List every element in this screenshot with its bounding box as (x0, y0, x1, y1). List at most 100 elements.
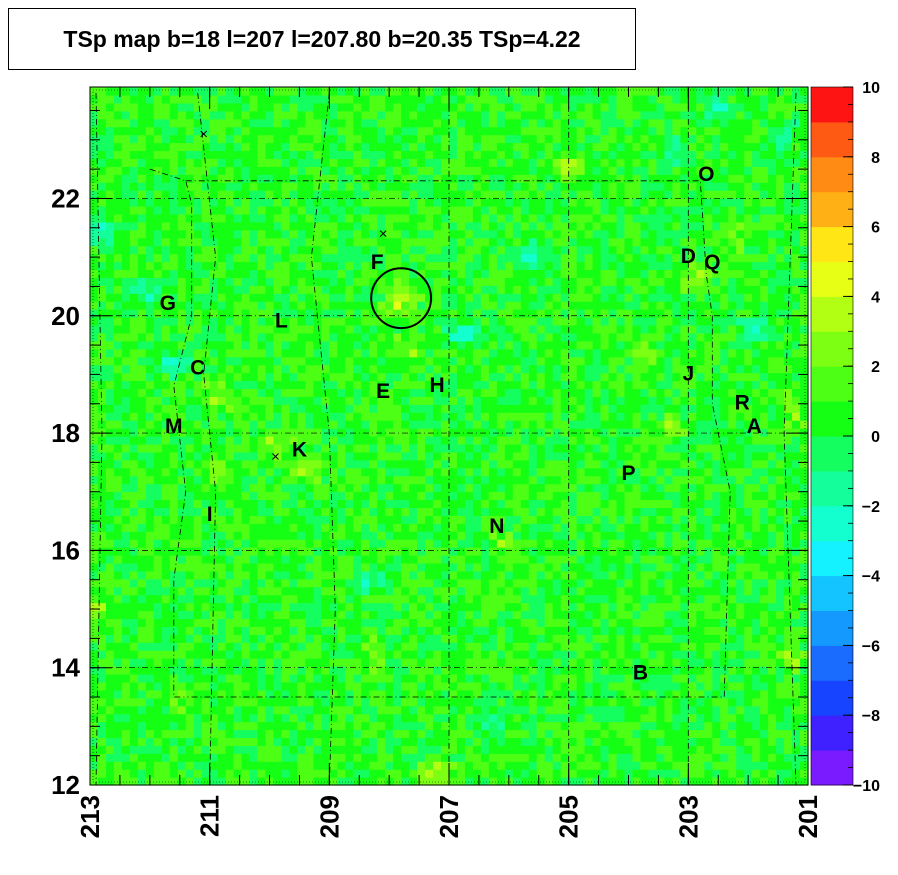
heatmap-cell (169, 729, 179, 739)
heatmap-cell (209, 626, 219, 635)
heatmap-cell (225, 388, 235, 397)
heatmap-cell (361, 594, 370, 604)
heatmap-cell (97, 483, 107, 493)
heatmap-cell (520, 459, 530, 469)
heatmap-cell (217, 443, 227, 453)
heatmap-cell (712, 412, 721, 421)
heatmap-cell (297, 705, 306, 715)
heatmap-cell (353, 491, 362, 501)
heatmap-cell (536, 594, 546, 604)
heatmap-cell (472, 459, 482, 469)
heatmap-cell (752, 364, 761, 374)
heatmap-cell (209, 689, 219, 699)
heatmap-cell (576, 777, 586, 786)
heatmap-cell (97, 451, 107, 461)
heatmap-cell (145, 443, 155, 453)
heatmap-cell (592, 491, 602, 501)
heatmap-cell (496, 451, 506, 461)
heatmap-cell (161, 626, 171, 635)
heatmap-cell (217, 451, 227, 461)
heatmap-cell (121, 483, 131, 493)
heatmap-cell (656, 618, 665, 627)
heatmap-cell (616, 507, 626, 516)
heatmap-cell (584, 523, 594, 532)
heatmap-cell (297, 681, 306, 691)
heatmap-cell (273, 507, 283, 516)
heatmap-cell (664, 721, 673, 731)
heatmap-cell (377, 626, 386, 635)
heatmap-cell (648, 491, 658, 501)
heatmap-cell (433, 507, 442, 516)
heatmap-cell (441, 539, 450, 548)
heatmap-cell (449, 380, 458, 390)
heatmap-cell (225, 689, 235, 699)
heatmap-cell (129, 673, 139, 683)
heatmap-cell (592, 753, 602, 762)
heatmap-cell (209, 610, 219, 620)
heatmap-cell (433, 713, 442, 723)
heatmap-cell (696, 642, 705, 651)
heatmap-cell (768, 562, 777, 572)
heatmap-cell (153, 642, 163, 651)
heatmap-cell (552, 642, 562, 651)
heatmap-cell (472, 412, 482, 421)
heatmap-cell (648, 443, 658, 453)
heatmap-cell (768, 459, 777, 469)
heatmap-cell (441, 412, 450, 421)
heatmap-cell (153, 412, 163, 421)
heatmap-cell (560, 666, 570, 675)
heatmap-cell (329, 658, 338, 667)
heatmap-cell (177, 634, 187, 643)
heatmap-cell (672, 372, 681, 382)
heatmap-cell (528, 713, 538, 723)
heatmap-cell (409, 380, 418, 390)
heatmap-cell (680, 673, 689, 683)
heatmap-cell (552, 650, 562, 659)
heatmap-cell (217, 602, 227, 612)
heatmap-cell (369, 586, 378, 596)
heatmap-cell (592, 554, 602, 564)
heatmap-cell (417, 666, 426, 675)
heatmap-cell (161, 642, 171, 651)
heatmap-cell (632, 515, 642, 524)
heatmap-cell (161, 769, 171, 778)
heatmap-cell (305, 666, 314, 675)
heatmap-cell (696, 428, 705, 437)
heatmap-cell (664, 594, 673, 604)
heatmap-cell (800, 507, 809, 516)
heatmap-cell (768, 396, 777, 405)
heatmap-cell (153, 428, 163, 437)
heatmap-cell (185, 404, 195, 413)
heatmap-cell (768, 356, 777, 366)
heatmap-cell (337, 483, 346, 493)
heatmap-cell (672, 689, 681, 699)
heatmap-cell (105, 642, 115, 651)
heatmap-cell (297, 340, 306, 350)
heatmap-cell (97, 713, 107, 723)
heatmap-cell (536, 777, 546, 786)
heatmap-cell (760, 507, 769, 516)
heatmap-cell (560, 459, 570, 469)
heatmap-cell (600, 753, 610, 762)
heatmap-cell (640, 721, 650, 731)
heatmap-cell (680, 420, 689, 429)
heatmap-cell (632, 673, 642, 683)
heatmap-cell (616, 578, 626, 588)
heatmap-cell (321, 721, 330, 731)
heatmap-cell (393, 412, 402, 421)
heatmap-cell (784, 436, 793, 445)
heatmap-cell (289, 523, 299, 532)
heatmap-cell (137, 753, 147, 762)
heatmap-cell (784, 642, 793, 651)
heatmap-cell (632, 737, 642, 746)
heatmap-cell (584, 721, 594, 731)
heatmap-cell (305, 570, 314, 580)
heatmap-cell (129, 491, 139, 501)
heatmap-cell (520, 404, 530, 413)
heatmap-cell (409, 340, 418, 350)
heatmap-cell (433, 689, 442, 699)
heatmap-cell (249, 626, 259, 635)
heatmap-cell (744, 436, 753, 445)
heatmap-cell (305, 539, 314, 548)
heatmap-cell (233, 618, 243, 627)
